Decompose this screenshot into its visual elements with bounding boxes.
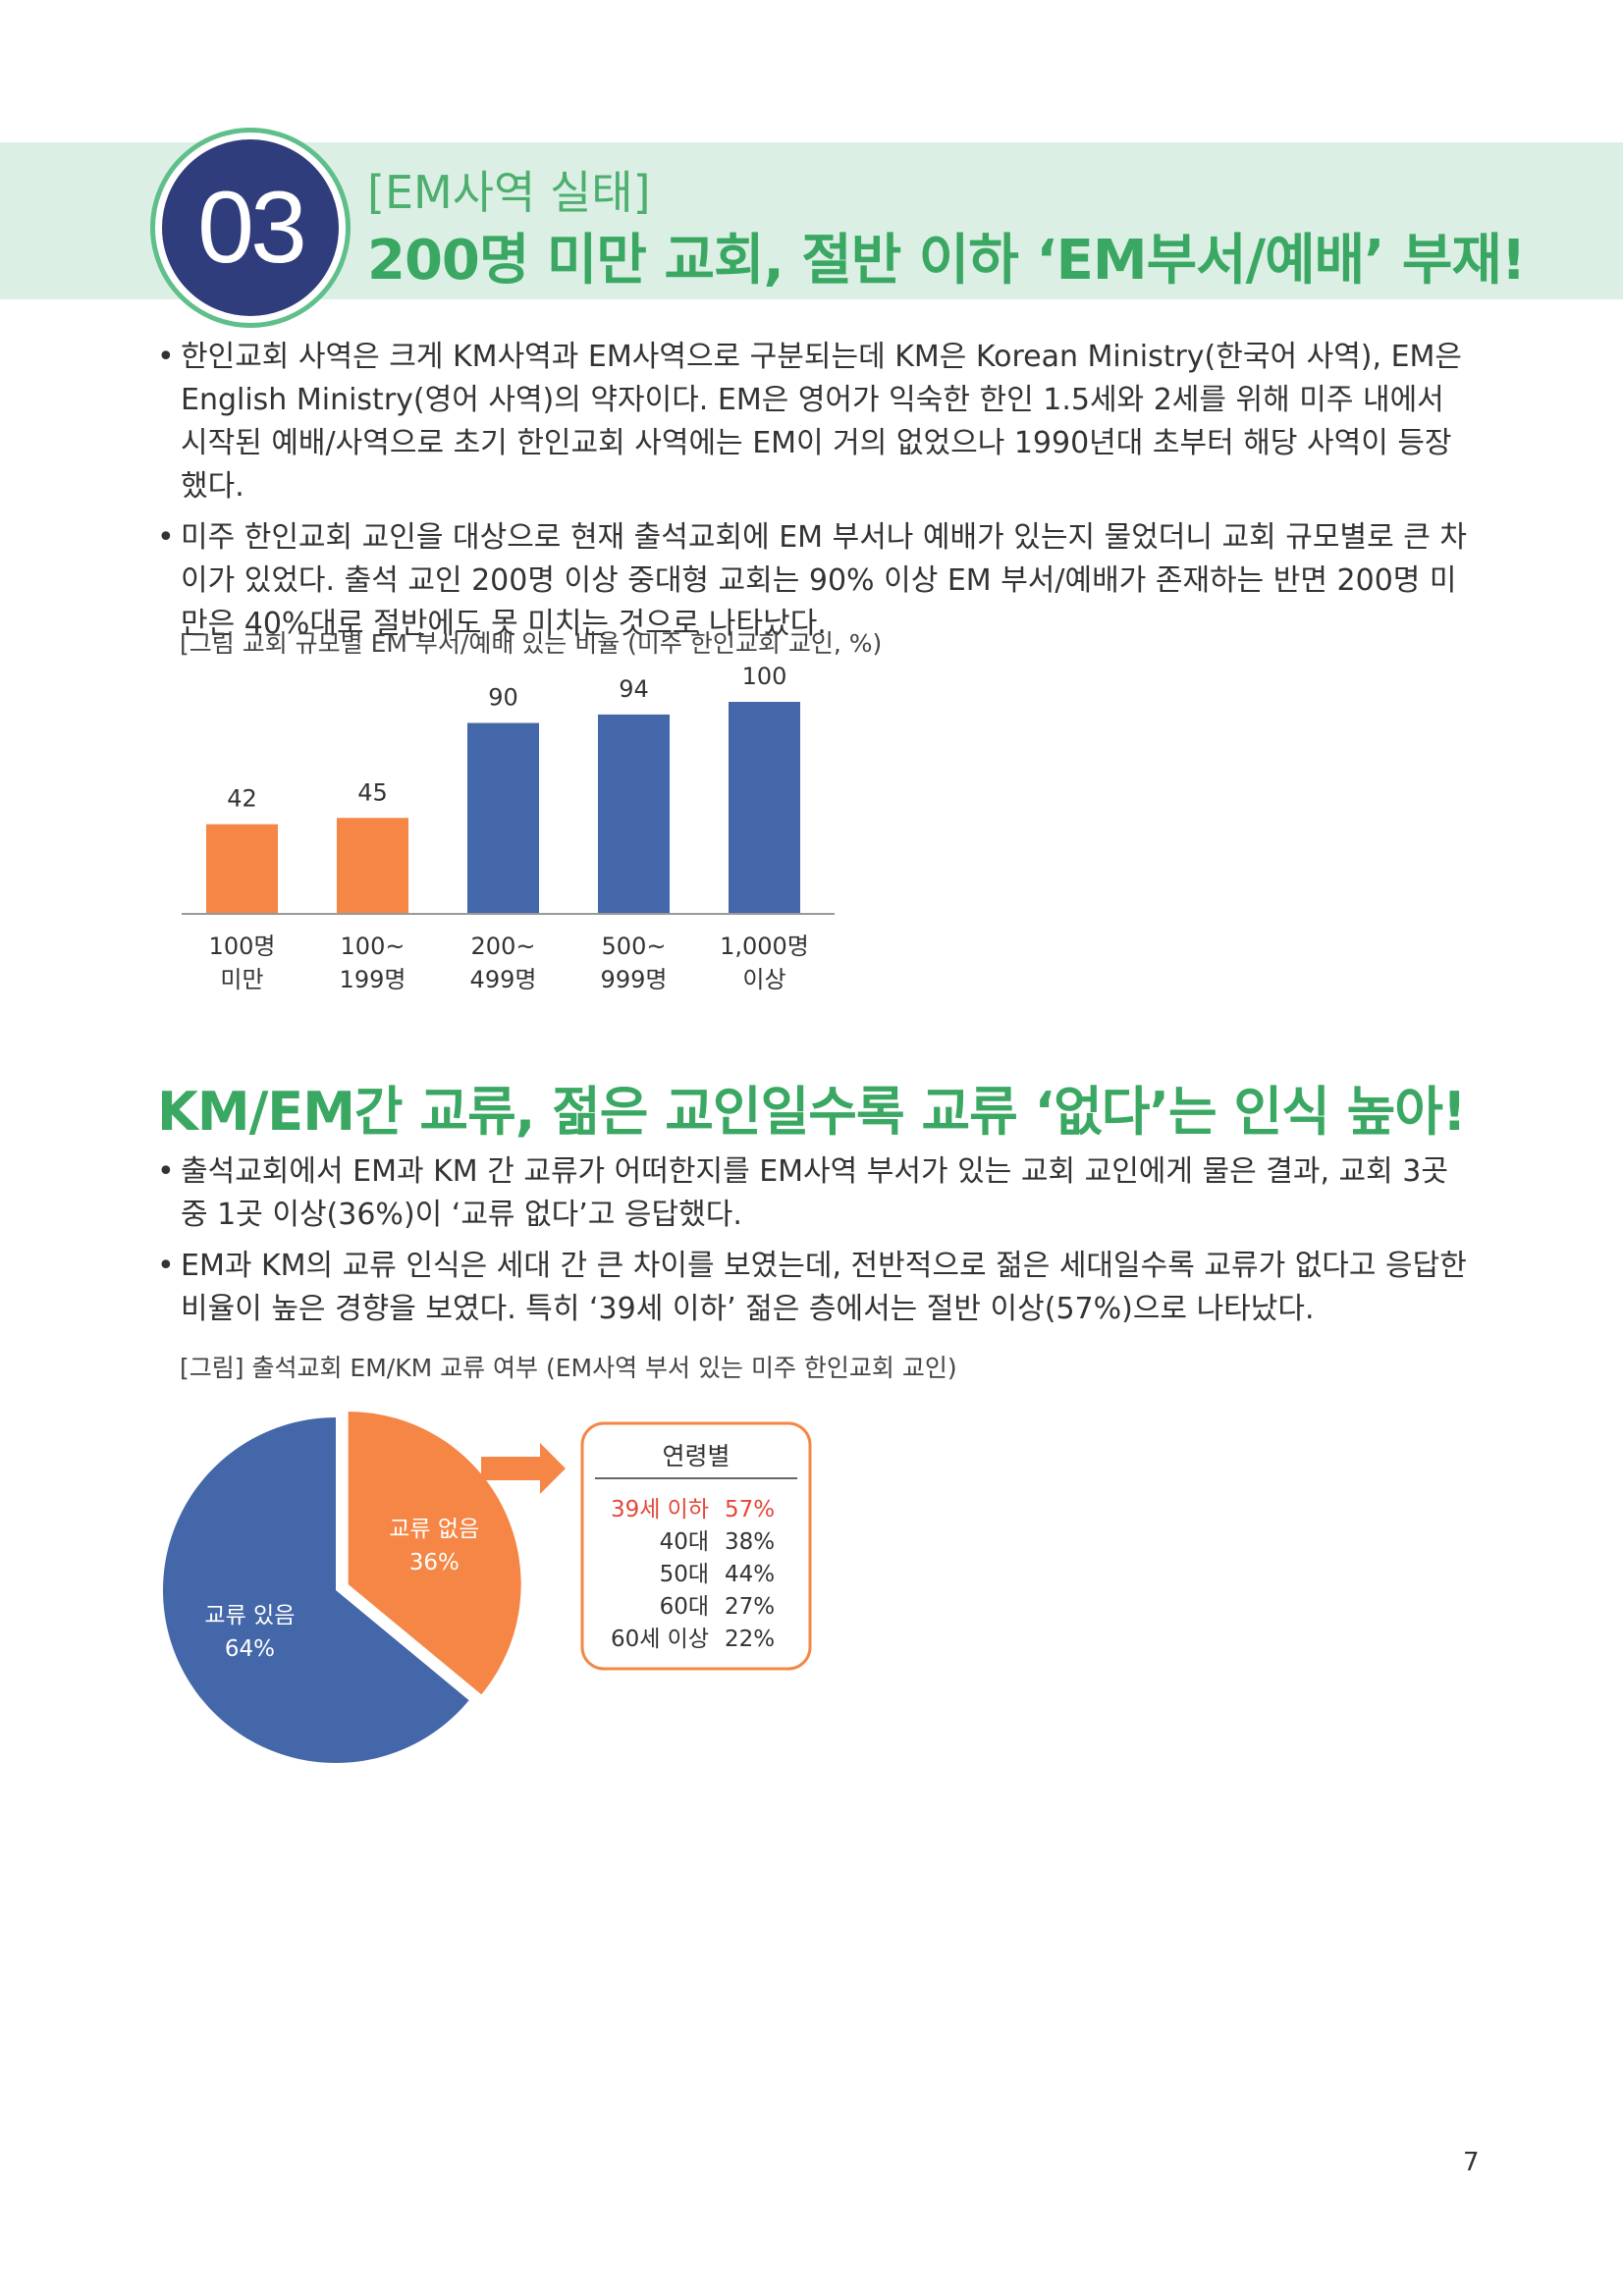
bullet-text: EM과 KM의 교류 인식은 세대 간 큰 차이를 보였는데, 전반적으로 젊은… <box>181 1249 1467 1326</box>
bullet-text: 출석교회에서 EM과 KM 간 교류가 어떠한지를 EM사역 부서가 있는 교회… <box>181 1154 1448 1232</box>
pie-slice-value: 64% <box>225 1636 275 1662</box>
pie-slice-value: 36% <box>409 1550 460 1575</box>
x-tick-label: 1,000명 <box>720 933 809 960</box>
header-headline: 200명 미만 교회, 절반 이하 ‘EM부서/예배’ 부재! <box>367 229 1526 293</box>
age-breakdown-box <box>580 1421 812 1671</box>
age-group-value: 38% <box>725 1529 775 1555</box>
x-tick-label: 500~ <box>602 933 667 960</box>
pie-slice <box>348 1412 521 1695</box>
age-group-label: 60대 <box>660 1594 709 1620</box>
section2-bullets: • 출석교회에서 EM과 KM 간 교류가 어떠한지를 EM사역 부서가 있는 … <box>157 1150 1478 1339</box>
bar <box>598 714 670 913</box>
x-tick-label: 100~ <box>341 933 406 960</box>
x-tick-label: 200~ <box>471 933 536 960</box>
x-tick-label: 499명 <box>470 966 537 993</box>
pie-slice-label: 교류 있음 <box>204 1603 295 1629</box>
age-group-label: 50대 <box>660 1562 709 1587</box>
bar-chart-caption: [그림 교회 규모별 EM 부서/예배 있는 비율 (미주 한인교회 교인, %… <box>180 629 883 658</box>
bar-value-label: 45 <box>357 778 388 806</box>
bullet-text: 미주 한인교회 교인을 대상으로 현재 출석교회에 EM 부서나 예배가 있는지… <box>181 520 1467 641</box>
x-tick-label: 미만 <box>220 966 263 993</box>
bar <box>729 702 800 913</box>
page-number: 7 <box>1463 2148 1480 2177</box>
bar <box>206 824 278 913</box>
bar <box>337 818 408 913</box>
section-number-badge: 03 <box>155 133 346 323</box>
x-tick-label: 999명 <box>601 966 668 993</box>
age-box-title: 연령별 <box>662 1442 730 1470</box>
bar <box>467 722 539 913</box>
bar-value-label: 42 <box>227 785 257 813</box>
section2-title: KM/EM간 교류, 젊은 교인일수록 교류 ‘없다’는 인식 높아! <box>157 1081 1467 1143</box>
bullet-dot: • <box>157 520 175 555</box>
arrow-icon <box>481 1443 566 1494</box>
age-group-value: 27% <box>725 1594 775 1620</box>
bullet-dot: • <box>157 340 175 374</box>
x-tick-label: 100명 <box>209 933 276 960</box>
bullet-item: • 출석교회에서 EM과 KM 간 교류가 어떠한지를 EM사역 부서가 있는 … <box>157 1150 1478 1237</box>
bullet-item: • 미주 한인교회 교인을 대상으로 현재 출석교회에 EM 부서나 예배가 있… <box>157 516 1478 646</box>
header-kicker: [EM사역 실태] <box>367 166 651 219</box>
bar-value-label: 90 <box>488 684 518 712</box>
pie-chart-caption: [그림] 출석교회 EM/KM 교류 여부 (EM사역 부서 있는 미주 한인교… <box>180 1354 957 1382</box>
bullet-item: • 한인교회 사역은 크게 KM사역과 EM사역으로 구분되는데 KM은 Kor… <box>157 336 1478 508</box>
age-group-value: 44% <box>725 1562 775 1587</box>
bullet-dot: • <box>157 1154 175 1189</box>
pie-chart: 교류 없음 36% 교류 있음 64% 연령별 39세 이하 57% 40대 38% 50대 44%… <box>162 1412 812 1763</box>
section-number: 03 <box>197 170 307 285</box>
bullet-item: • EM과 KM의 교류 인식은 세대 간 큰 차이를 보였는데, 전반적으로 … <box>157 1245 1478 1331</box>
x-tick-label: 이상 <box>742 966 785 993</box>
age-group-value: 57% <box>725 1497 775 1522</box>
age-group-label: 39세 이하 <box>611 1497 709 1522</box>
bar-value-label: 100 <box>742 663 787 690</box>
bullet-text: 한인교회 사역은 크게 KM사역과 EM사역으로 구분되는데 KM은 Korea… <box>181 340 1463 504</box>
bar-value-label: 94 <box>619 675 649 703</box>
pie-slice <box>162 1417 469 1763</box>
x-tick-label: 199명 <box>340 966 406 993</box>
pie-slice-label: 교류 없음 <box>389 1517 479 1542</box>
bullet-dot: • <box>157 1249 175 1283</box>
age-group-label: 60세 이상 <box>611 1627 709 1652</box>
age-group-value: 22% <box>725 1627 775 1652</box>
section1-bullets: • 한인교회 사역은 크게 KM사역과 EM사역으로 구분되는데 KM은 Kor… <box>157 336 1478 654</box>
age-group-label: 40대 <box>660 1529 709 1555</box>
